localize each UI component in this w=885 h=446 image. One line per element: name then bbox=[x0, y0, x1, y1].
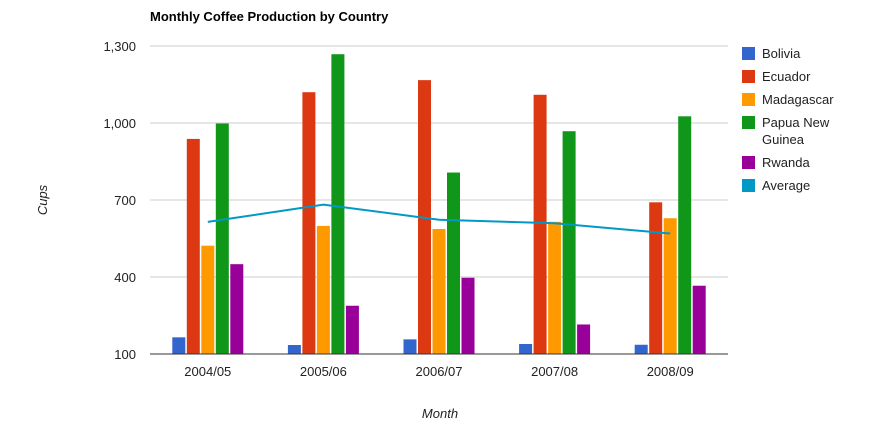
x-tick-label: 2005/06 bbox=[300, 364, 347, 379]
y-tick-label: 1,000 bbox=[103, 116, 136, 131]
legend-item[interactable]: Average bbox=[742, 178, 810, 193]
bar-papua-new-guinea[interactable] bbox=[215, 123, 229, 354]
average-series-line[interactable] bbox=[207, 203, 671, 235]
bar-bolivia[interactable] bbox=[403, 339, 417, 354]
legend-label: Rwanda bbox=[762, 155, 810, 170]
bar-bolivia[interactable] bbox=[287, 345, 301, 354]
legend-label: Madagascar bbox=[762, 92, 834, 107]
legend-item[interactable]: Ecuador bbox=[742, 69, 811, 84]
bar-ecuador[interactable] bbox=[186, 138, 200, 354]
legend-label: Average bbox=[762, 178, 810, 193]
x-tick-label: 2006/07 bbox=[416, 364, 463, 379]
y-tick-label: 700 bbox=[114, 193, 136, 208]
average-line bbox=[207, 203, 671, 235]
bar-bolivia[interactable] bbox=[634, 344, 648, 354]
legend-item[interactable]: Bolivia bbox=[742, 46, 801, 61]
legend-swatch bbox=[742, 93, 755, 106]
bar-madagascar[interactable] bbox=[201, 245, 215, 354]
bar-papua-new-guinea[interactable] bbox=[678, 116, 692, 355]
legend-swatch bbox=[742, 47, 755, 60]
legend-label: Papua New Guinea bbox=[762, 115, 830, 147]
bar-madagascar[interactable] bbox=[316, 225, 330, 354]
y-tick-label: 100 bbox=[114, 347, 136, 362]
bar-papua-new-guinea[interactable] bbox=[331, 54, 345, 355]
bar-madagascar[interactable] bbox=[663, 218, 677, 354]
bar-ecuador[interactable] bbox=[649, 202, 663, 354]
legend-label: Bolivia bbox=[762, 46, 801, 61]
x-tick-label: 2004/05 bbox=[184, 364, 231, 379]
bar-madagascar[interactable] bbox=[432, 229, 446, 354]
x-axis-ticks: 2004/05 2005/06 2006/07 2007/08 2008/09 bbox=[184, 364, 693, 379]
legend-item[interactable]: Rwanda bbox=[742, 155, 810, 170]
legend-item[interactable]: Papua New Guinea bbox=[742, 115, 830, 147]
bar-bolivia[interactable] bbox=[519, 343, 533, 354]
bar-ecuador[interactable] bbox=[302, 92, 316, 354]
bar-bolivia[interactable] bbox=[172, 337, 186, 354]
legend-swatch bbox=[742, 156, 755, 169]
legend-swatch bbox=[742, 116, 755, 129]
y-axis-ticks: 100 400 700 1,000 1,300 bbox=[103, 39, 136, 362]
bar-rwanda[interactable] bbox=[230, 264, 244, 354]
bar-papua-new-guinea[interactable] bbox=[447, 172, 460, 354]
bar-rwanda[interactable] bbox=[577, 324, 591, 354]
legend-swatch bbox=[742, 70, 755, 83]
bars bbox=[172, 54, 706, 355]
chart-title: Monthly Coffee Production by Country bbox=[150, 9, 389, 24]
legend: Bolivia Ecuador Madagascar Papua New Guinea R… bbox=[742, 46, 834, 193]
x-tick-label: 2008/09 bbox=[647, 364, 694, 379]
x-tick-label: 2007/08 bbox=[531, 364, 578, 379]
y-tick-label: 1,300 bbox=[103, 39, 136, 54]
legend-label: Ecuador bbox=[762, 69, 811, 84]
x-axis-title: Month bbox=[422, 406, 458, 421]
bar-rwanda[interactable] bbox=[345, 305, 359, 354]
y-axis-title: Cups bbox=[35, 184, 50, 215]
legend-item[interactable]: Madagascar bbox=[742, 92, 834, 107]
bar-papua-new-guinea[interactable] bbox=[562, 131, 576, 354]
y-tick-label: 400 bbox=[114, 270, 136, 285]
bar-rwanda[interactable] bbox=[692, 285, 706, 354]
legend-swatch bbox=[742, 179, 755, 192]
bar-ecuador[interactable] bbox=[533, 94, 547, 355]
bar-madagascar[interactable] bbox=[548, 221, 562, 354]
bar-rwanda[interactable] bbox=[461, 277, 475, 354]
